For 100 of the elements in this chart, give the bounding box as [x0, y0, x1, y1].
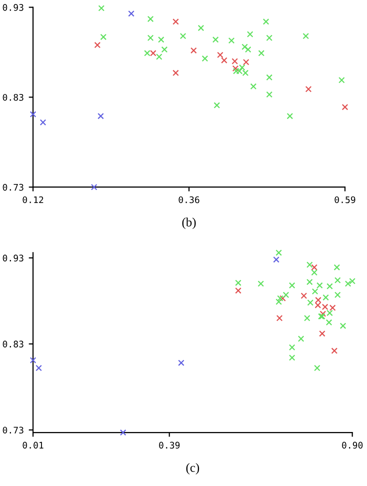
point: [280, 295, 286, 302]
point: [40, 119, 46, 126]
point: [235, 287, 242, 294]
point: [276, 298, 282, 305]
point: [305, 86, 312, 92]
text: (c): [186, 463, 200, 474]
point: [221, 57, 228, 64]
point: [250, 83, 257, 90]
point: [98, 5, 105, 12]
y-tick-label: 0.93: [2, 254, 24, 262]
point: [161, 46, 168, 53]
point: [334, 277, 341, 284]
point: [334, 292, 341, 298]
x-tick-label: 0.36: [178, 196, 200, 204]
point: [214, 102, 220, 108]
point: [306, 278, 313, 286]
y-tick-label: 0.73: [2, 184, 24, 191]
point: [228, 37, 235, 44]
point: [266, 74, 272, 81]
point: [312, 288, 318, 295]
point: [302, 32, 309, 40]
point: [198, 24, 204, 32]
point: [212, 36, 219, 43]
x-tick-label: 0.12: [22, 196, 44, 204]
x-tick-label: 0.01: [22, 442, 44, 449]
y-tick-label: 0.73: [2, 426, 24, 434]
point: [338, 76, 345, 84]
point: [30, 111, 36, 118]
point: [326, 319, 332, 326]
point: [326, 283, 333, 290]
point: [344, 280, 352, 287]
y-tick-label: 0.93: [2, 4, 24, 11]
point: [286, 112, 294, 120]
point: [246, 31, 254, 38]
point: [340, 322, 346, 330]
x-tick-label: 0.59: [334, 196, 356, 204]
point: [190, 47, 197, 54]
point: [331, 348, 338, 354]
point: [238, 64, 246, 71]
point: [306, 262, 313, 268]
point: [304, 314, 310, 322]
point: [156, 54, 162, 60]
point: [298, 336, 304, 342]
point: [326, 310, 333, 316]
point: [319, 330, 326, 337]
point: [90, 184, 98, 190]
point: [158, 36, 164, 43]
point: [288, 344, 296, 351]
point: [232, 58, 238, 64]
point: [311, 269, 318, 276]
point: [277, 295, 284, 302]
point: [273, 256, 280, 263]
y-tick-label: 0.83: [2, 94, 24, 101]
point: [316, 282, 323, 289]
point: [217, 52, 224, 58]
point: [100, 34, 107, 40]
point: [172, 70, 179, 76]
point: [342, 104, 348, 110]
point: [262, 18, 270, 25]
point: [288, 354, 296, 361]
text: (b): [182, 218, 196, 230]
point: [311, 264, 318, 270]
point: [242, 58, 250, 66]
point: [150, 50, 156, 56]
point: [202, 55, 208, 62]
point: [178, 360, 184, 366]
x-tick-label: 0.39: [159, 442, 180, 449]
point: [120, 429, 126, 436]
point: [172, 18, 179, 25]
point: [232, 65, 239, 72]
point: [334, 264, 340, 270]
point: [258, 50, 265, 56]
point: [244, 46, 252, 53]
point: [180, 32, 186, 40]
point: [258, 280, 264, 287]
point: [94, 42, 101, 48]
point: [315, 296, 322, 304]
point: [282, 292, 290, 298]
point: [276, 250, 282, 256]
point: [322, 294, 329, 301]
point: [232, 68, 240, 74]
point: [300, 292, 308, 299]
point: [147, 16, 154, 22]
point: [235, 280, 242, 286]
point: [276, 314, 283, 322]
point: [307, 299, 314, 306]
x-tick-label: 0.90: [342, 442, 363, 449]
point: [36, 364, 42, 372]
point: [242, 44, 248, 50]
point: [98, 112, 104, 120]
point: [144, 50, 150, 56]
point: [128, 10, 134, 17]
point: [266, 34, 272, 42]
y-tick-label: 0.83: [2, 340, 24, 348]
point: [30, 357, 36, 364]
point: [266, 91, 272, 98]
point: [147, 34, 154, 42]
point: [314, 364, 320, 372]
point: [288, 282, 296, 289]
point: [320, 310, 326, 317]
